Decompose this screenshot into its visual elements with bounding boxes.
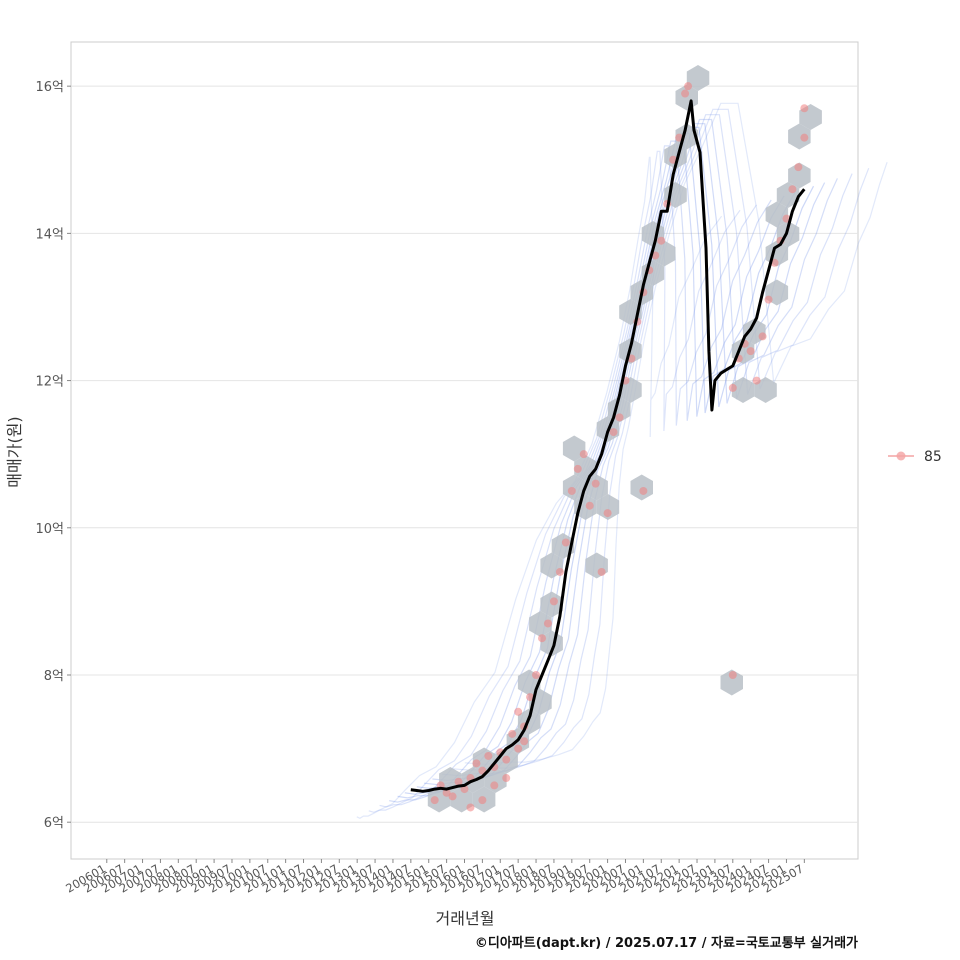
- data-point: [681, 89, 690, 98]
- data-point: [579, 450, 588, 459]
- data-point: [800, 104, 809, 113]
- y-tick-label: 8억: [44, 669, 64, 684]
- hexbin-cell: [562, 435, 586, 462]
- plot-panel: [70, 41, 859, 860]
- data-point: [472, 759, 481, 768]
- legend-marker: [896, 451, 906, 461]
- data-point: [561, 538, 570, 547]
- y-tick-label: 14억: [35, 227, 64, 242]
- data-point: [549, 597, 558, 606]
- data-point: [538, 634, 547, 643]
- data-point: [800, 133, 809, 142]
- hexbin-cell: [731, 377, 755, 403]
- data-point: [764, 295, 773, 304]
- data-point: [526, 693, 535, 702]
- data-point: [502, 774, 511, 783]
- x-axis-ticks: 2006012006072007012007072008012008072009…: [63, 859, 806, 896]
- data-point: [484, 751, 493, 760]
- hexbin-cell: [788, 162, 811, 189]
- data-point: [543, 619, 552, 628]
- data-point: [490, 781, 499, 790]
- hexbin-cell: [653, 240, 676, 267]
- data-point: [514, 744, 523, 753]
- data-point: [555, 567, 564, 576]
- data-point: [430, 796, 439, 805]
- data-point: [520, 737, 529, 746]
- hexbin-cell: [484, 767, 507, 793]
- data-point: [442, 788, 451, 797]
- source-caption: ©디아파트(dapt.kr) / 2025.07.17 / 자료=국토교통부 실…: [474, 936, 858, 951]
- data-point: [448, 792, 457, 801]
- hexbin-cell: [720, 669, 743, 696]
- data-point: [639, 486, 648, 495]
- trend-path: [410, 99, 806, 793]
- hexbin-cell: [585, 474, 608, 501]
- x-axis-label: 거래년월: [436, 909, 495, 928]
- grid-lines: [71, 85, 858, 823]
- scatter-points: [430, 82, 809, 812]
- y-tick-label: 16억: [35, 80, 64, 95]
- data-point: [728, 670, 737, 679]
- data-point: [502, 755, 511, 764]
- data-point: [514, 707, 523, 716]
- legend: 85: [888, 449, 942, 465]
- y-tick-label: 10억: [35, 522, 64, 537]
- data-point: [508, 729, 517, 738]
- legend-label: 85: [924, 449, 942, 465]
- hexbin-cell: [540, 630, 563, 657]
- data-point: [657, 236, 666, 245]
- hexbin-cell: [765, 201, 789, 228]
- data-point: [532, 670, 541, 679]
- y-axis-ticks: 6억 8억 10억 12억 14억 16억: [35, 80, 71, 831]
- data-point: [466, 803, 475, 812]
- y-tick-label: 12억: [35, 375, 64, 390]
- contour-line: [356, 156, 723, 819]
- data-point: [454, 777, 463, 786]
- data-point: [585, 501, 594, 510]
- trend-line: [410, 99, 806, 793]
- data-point: [746, 347, 755, 356]
- data-point: [478, 796, 487, 805]
- data-point: [567, 486, 576, 495]
- data-point: [615, 413, 624, 422]
- data-point: [788, 185, 797, 194]
- data-point: [603, 509, 612, 518]
- data-point: [684, 82, 693, 91]
- hexbin-cell: [754, 377, 777, 403]
- data-point: [752, 376, 761, 385]
- data-point: [794, 163, 803, 172]
- data-point: [728, 383, 737, 392]
- y-axis-label: 매매가(원): [5, 416, 24, 487]
- y-tick-label: 6억: [44, 816, 64, 831]
- data-point: [597, 567, 606, 576]
- data-point: [609, 428, 618, 437]
- data-point: [591, 479, 600, 488]
- data-point: [573, 464, 582, 473]
- hexbin-cell: [562, 474, 586, 501]
- data-point: [758, 332, 767, 341]
- hexbin-cell: [788, 123, 811, 150]
- hexbin-cell: [686, 65, 710, 91]
- hexbin-cell: [596, 494, 620, 520]
- contour-line: [368, 150, 741, 813]
- hexbin-cell: [529, 611, 552, 637]
